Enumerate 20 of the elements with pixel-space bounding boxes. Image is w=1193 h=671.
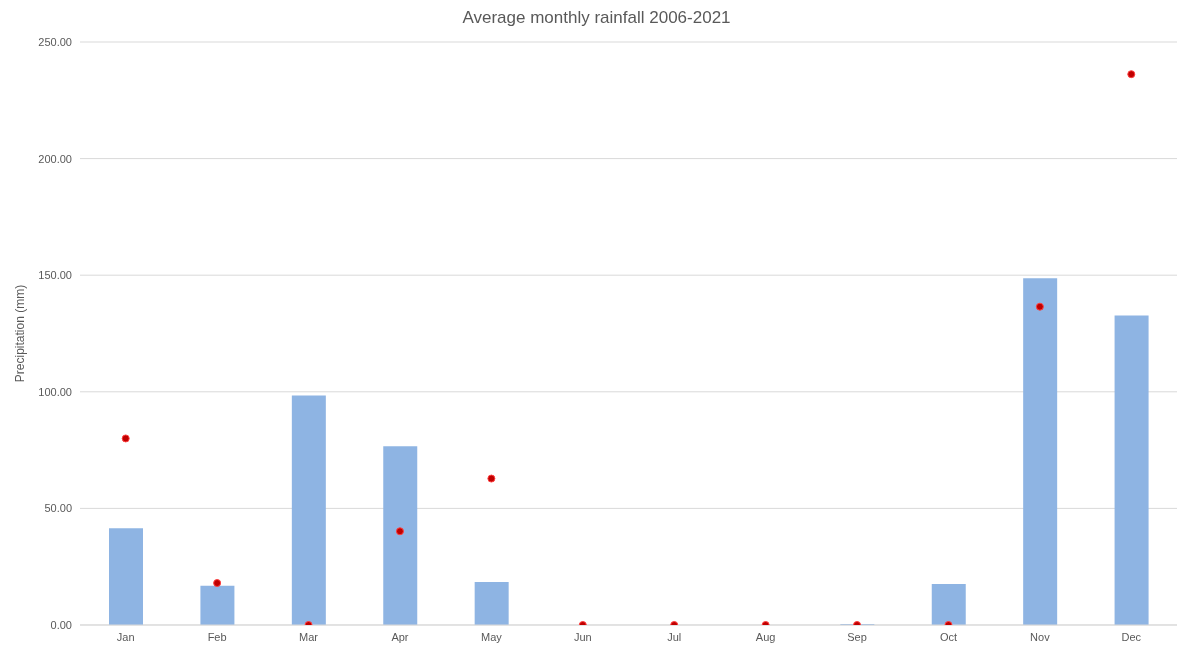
chart-title: Average monthly rainfall 2006-2021 bbox=[461, 8, 732, 28]
y-axis-title: Precipitation (mm) bbox=[13, 284, 28, 383]
y-tick-label: 150.00 bbox=[38, 269, 72, 282]
x-tick-label: Nov bbox=[1030, 630, 1051, 643]
x-tick-label: Jan bbox=[116, 630, 135, 643]
x-tick-label: Feb bbox=[207, 630, 227, 643]
x-tick-label: May bbox=[480, 630, 503, 643]
x-tick-label: Jun bbox=[573, 630, 592, 643]
x-tick-label: Oct bbox=[939, 630, 958, 643]
y-tick-label: 100.00 bbox=[38, 385, 72, 398]
y-tick-label: 50.00 bbox=[44, 502, 72, 515]
y-tick-label: 250.00 bbox=[38, 35, 72, 48]
x-tick-label: Apr bbox=[391, 630, 409, 643]
x-tick-label: Dec bbox=[1121, 630, 1142, 643]
y-tick-label: 0.00 bbox=[50, 618, 72, 631]
x-tick-label: Aug bbox=[755, 630, 776, 643]
x-tick-label: Jul bbox=[667, 630, 682, 643]
x-tick-label: Mar bbox=[299, 630, 319, 643]
y-tick-label: 200.00 bbox=[38, 152, 72, 165]
x-tick-label: Sep bbox=[847, 630, 867, 643]
